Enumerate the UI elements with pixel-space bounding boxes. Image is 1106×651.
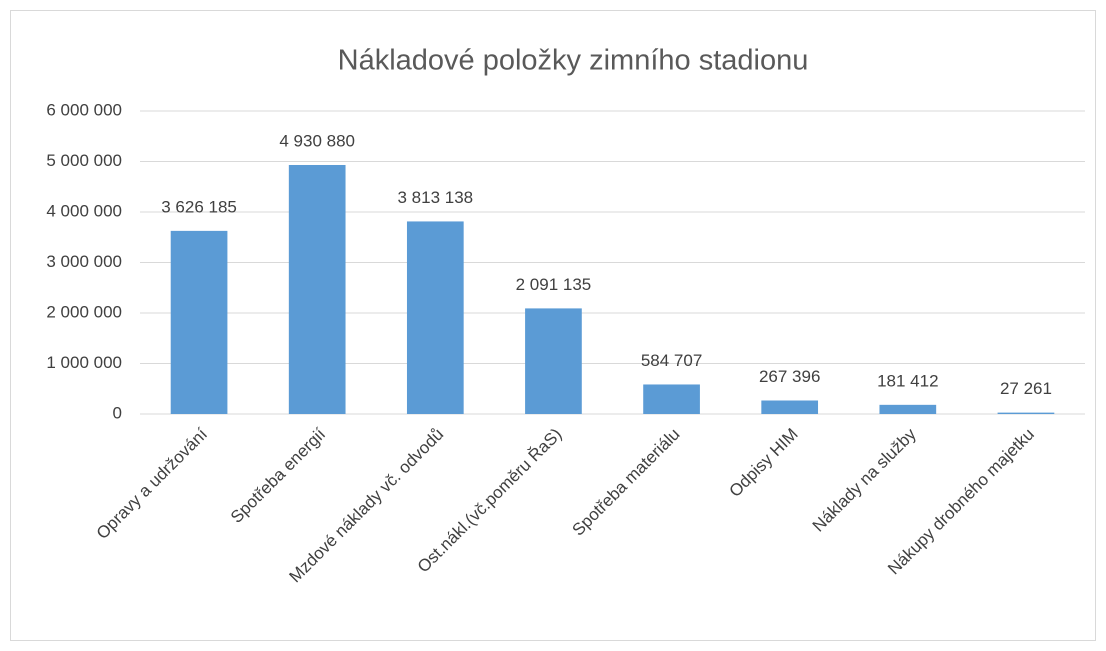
y-tick-label: 4 000 000: [46, 201, 122, 220]
bar: [525, 308, 582, 414]
bar: [643, 384, 700, 414]
value-label: 181 412: [877, 371, 938, 390]
y-tick-label: 1 000 000: [46, 353, 122, 372]
value-label: 4 930 880: [279, 131, 355, 150]
y-tick-label: 0: [113, 403, 122, 422]
y-tick-label: 5 000 000: [46, 151, 122, 170]
value-label: 3 813 138: [397, 188, 473, 207]
bar: [406, 221, 464, 414]
y-tick-label: 3 000 000: [46, 252, 122, 271]
value-label: 2 091 135: [516, 275, 592, 294]
y-tick-label: 6 000 000: [46, 100, 122, 119]
y-tick-label: 2 000 000: [46, 302, 122, 321]
bar: [997, 412, 1055, 414]
value-label: 27 261: [1000, 379, 1052, 398]
bar: [288, 164, 346, 414]
value-label: 267 396: [759, 367, 820, 386]
bar: [170, 230, 228, 414]
bar: [761, 400, 819, 414]
value-label: 3 626 185: [161, 197, 237, 216]
chart-title: Nákladové položky zimního stadionu: [338, 45, 809, 77]
value-label: 584 707: [641, 351, 702, 370]
bar: [879, 404, 937, 414]
